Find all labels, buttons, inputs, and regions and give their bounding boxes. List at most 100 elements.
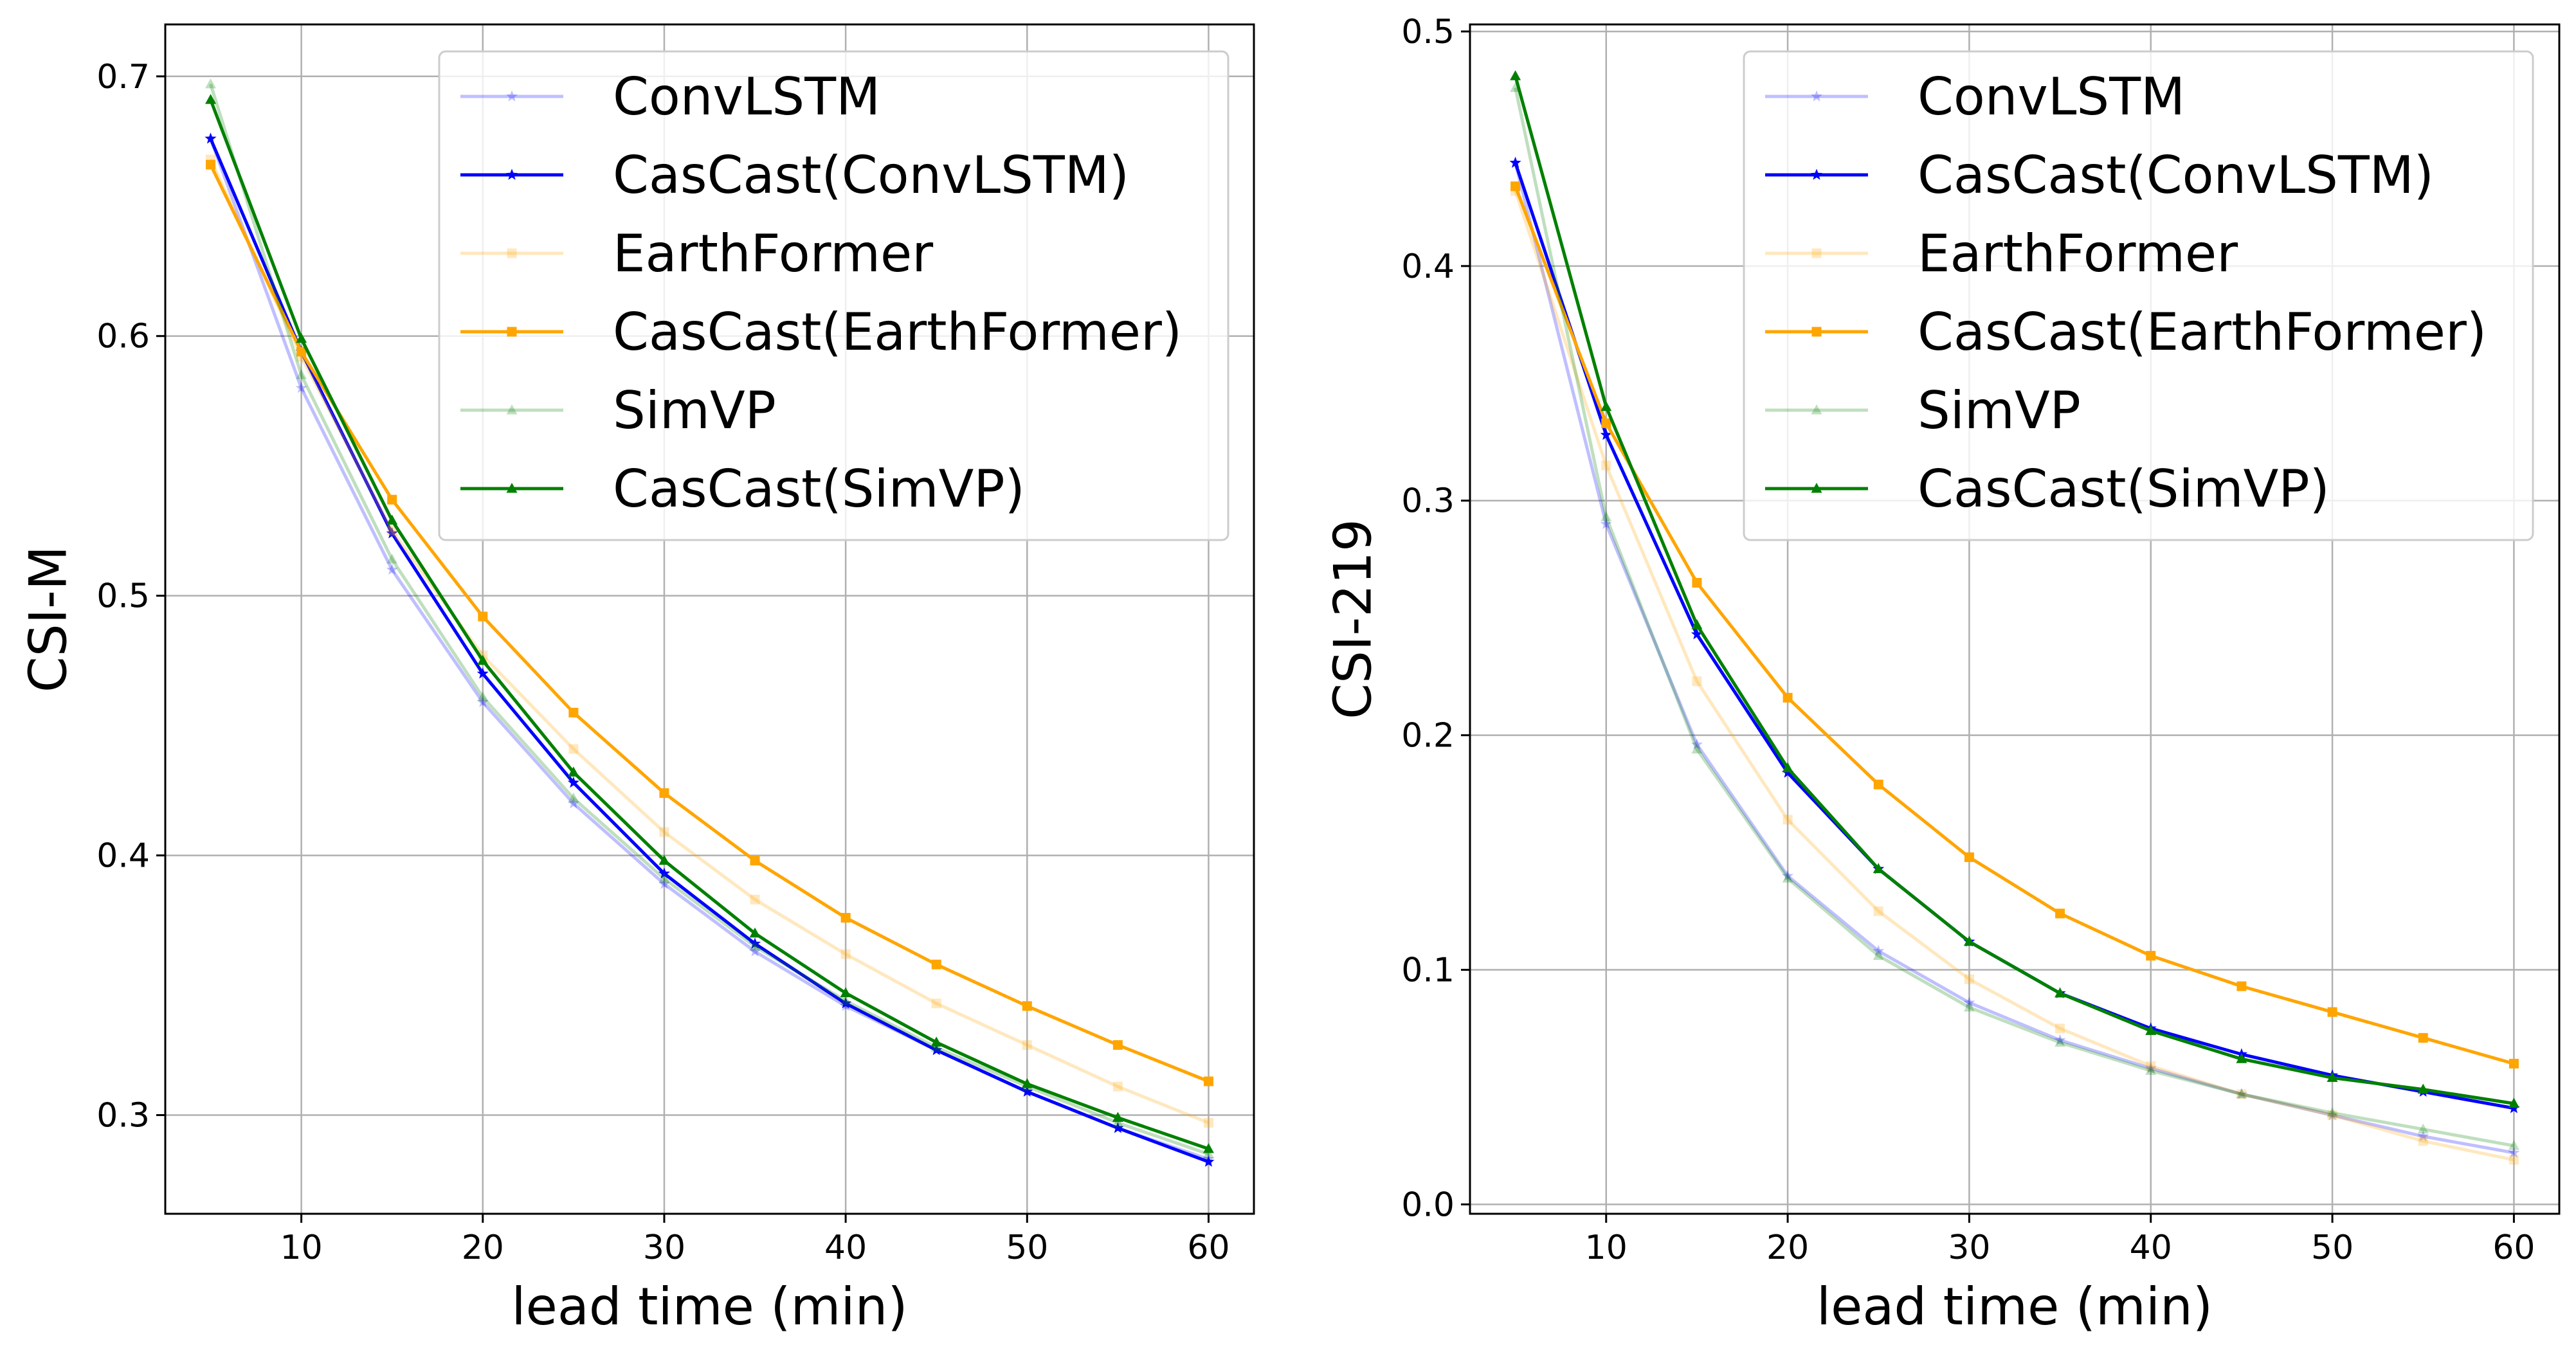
data-point: [749, 937, 761, 949]
x-tick-label: 10: [1585, 1229, 1628, 1267]
x-tick-label: 50: [1006, 1229, 1048, 1267]
legend-swatch-marker: [1811, 248, 1822, 258]
data-point: [2236, 1053, 2247, 1063]
data-point: [1600, 429, 1612, 440]
data-point: [658, 867, 670, 879]
data-point: [1964, 974, 1974, 984]
x-tick-label: 10: [280, 1229, 323, 1267]
data-point: [204, 132, 217, 144]
legend-swatch-marker: [506, 404, 518, 415]
data-point: [1873, 950, 1884, 960]
x-axis-label: lead time (min): [511, 1277, 907, 1337]
legend-label: SimVP: [1918, 381, 2081, 440]
legend-swatch-marker: [1811, 404, 1822, 415]
data-point: [1782, 692, 1793, 703]
data-point: [1021, 1085, 1033, 1097]
x-tick-label: 20: [1766, 1229, 1809, 1267]
legend-swatch-marker: [506, 483, 518, 493]
series-line-2: [209, 158, 1210, 1124]
data-point: [2236, 1088, 2247, 1099]
y-tick-label: 0.3: [96, 1097, 150, 1135]
legend-label: CasCast(EarthFormer): [613, 302, 1182, 362]
data-point: [749, 940, 761, 951]
data-point: [2055, 1023, 2065, 1034]
legend-label: EarthFormer: [1918, 224, 2238, 284]
data-point: [658, 854, 670, 865]
data-point: [1202, 1155, 1215, 1167]
series-line-3: [1514, 185, 2515, 1065]
data-point: [386, 527, 398, 539]
legend-swatch-marker: [506, 90, 518, 102]
legend-label: ConvLSTM: [1918, 67, 2185, 127]
data-point: [2508, 1097, 2519, 1108]
x-axis-label: lead time (min): [1817, 1277, 2213, 1337]
data-point: [296, 332, 307, 343]
chart-csi-219: 10 20 30 40 50 60 0.0 0.1 0.2 0.3 0.4 0.5 lead time …: [1323, 13, 2561, 1337]
data-point: [1202, 1143, 1214, 1153]
data-point: [2146, 1061, 2156, 1071]
series-line-2: [1514, 190, 2514, 1162]
legend-label: EarthFormer: [613, 224, 933, 284]
data-point: [1691, 619, 1703, 629]
data-point: [1691, 743, 1703, 754]
series-line-4: [1514, 87, 2514, 1148]
data-point: [840, 997, 852, 1009]
data-point: [296, 347, 307, 357]
data-point: [1691, 738, 1703, 750]
data-point: [205, 78, 217, 89]
legend-label: ConvLSTM: [613, 67, 880, 127]
y-tick-label: 0.4: [1401, 248, 1455, 286]
data-point: [1509, 156, 1521, 168]
data-point: [2327, 1107, 2338, 1117]
x-tick-label: 50: [2311, 1229, 2354, 1267]
y-tick-label: 0.2: [1401, 717, 1455, 755]
data-point: [2327, 1109, 2339, 1121]
data-point: [2145, 1065, 2157, 1075]
data-point: [1692, 577, 1702, 588]
data-point: [387, 494, 397, 505]
x-tick-label: 30: [643, 1229, 685, 1267]
data-point: [296, 369, 307, 379]
data-point: [568, 744, 579, 754]
data-point: [1601, 401, 1612, 411]
data-point: [658, 878, 670, 889]
data-point: [2055, 908, 2065, 919]
legend-label: CasCast(SimVP): [613, 459, 1025, 519]
data-point: [1510, 181, 1521, 192]
data-point: [2417, 1130, 2429, 1142]
data-point: [750, 894, 760, 905]
plot-frame: [1469, 23, 2561, 1215]
data-point: [750, 856, 760, 866]
legend-swatch-marker: [1811, 327, 1822, 337]
data-point: [2417, 1083, 2429, 1094]
legend-label: SimVP: [613, 381, 776, 440]
data-point: [1202, 1148, 1214, 1158]
data-point: [930, 1036, 942, 1047]
x-tick-label: 60: [2492, 1229, 2535, 1267]
data-point: [1963, 1001, 1975, 1012]
data-point: [567, 797, 579, 809]
data-point: [2418, 1136, 2428, 1146]
data-point: [658, 872, 670, 883]
data-point: [2418, 1032, 2428, 1043]
data-point: [2327, 1072, 2338, 1082]
data-point: [1782, 762, 1793, 773]
y-tick-label: 0.3: [1401, 482, 1455, 521]
y-tick-label: 0.5: [96, 577, 150, 616]
y-axis-label: CSI-M: [19, 546, 78, 692]
data-point: [659, 827, 669, 837]
series-line-4: [209, 84, 1210, 1156]
series-line-3: [209, 164, 1210, 1083]
data-point: [840, 913, 851, 923]
data-point: [2236, 1089, 2247, 1099]
data-point: [1203, 1076, 1213, 1086]
data-point: [2145, 1062, 2157, 1074]
data-point: [567, 777, 579, 788]
legend-box: [1743, 50, 2534, 541]
data-point: [1112, 1081, 1123, 1092]
data-point: [2508, 1155, 2519, 1165]
data-point: [386, 554, 398, 564]
x-tick-label: 20: [462, 1229, 504, 1267]
data-point: [205, 94, 217, 104]
data-point: [840, 987, 851, 998]
